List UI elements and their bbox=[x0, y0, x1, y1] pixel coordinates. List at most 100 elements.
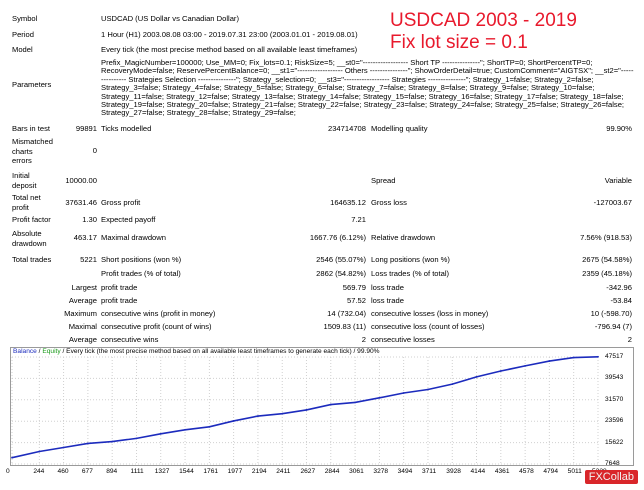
watermark-logo: FXCollab bbox=[584, 470, 638, 484]
balance-point bbox=[305, 409, 308, 411]
balance-point bbox=[38, 450, 41, 453]
balance-point bbox=[572, 356, 575, 359]
balance-point bbox=[499, 370, 502, 372]
max-consecutive-losses-label: consecutive losses (loss in money) bbox=[371, 309, 489, 318]
avg-consecutive-losses-label: consecutive losses bbox=[371, 335, 435, 344]
expected-payoff-label: Expected payoff bbox=[101, 215, 156, 224]
largest-loss-trade-value: -342.96 bbox=[606, 283, 632, 292]
absolute-drawdown-label: Absolute drawdown bbox=[12, 229, 47, 248]
net-profit-label: Total net profit bbox=[12, 193, 41, 212]
quality-label: Modelling quality bbox=[371, 124, 428, 133]
spread-label: Spread bbox=[371, 176, 396, 185]
largest-label: Largest bbox=[71, 283, 97, 292]
short-positions-label: Short positions (won %) bbox=[101, 255, 182, 264]
bars-label: Bars in test bbox=[12, 124, 50, 133]
balance-point bbox=[184, 428, 186, 431]
balance-point bbox=[475, 376, 478, 378]
gross-loss-value: -127003.67 bbox=[593, 198, 632, 207]
largest-profit-trade-label: profit trade bbox=[101, 283, 138, 292]
chart-header: Balance / Equity / Every tick (the most … bbox=[13, 348, 380, 356]
x-tick-label: 2411 bbox=[276, 468, 291, 475]
period-label: Period bbox=[12, 30, 34, 39]
long-positions-value: 2675 (54.58%) bbox=[582, 255, 632, 264]
maximal-label: Maximal bbox=[68, 322, 97, 331]
total-trades-label: Total trades bbox=[12, 255, 52, 264]
x-tick-label: 460 bbox=[57, 468, 69, 475]
average-loss-trade-value: -53.84 bbox=[610, 296, 632, 305]
balance-point bbox=[548, 360, 551, 362]
balance-point bbox=[597, 355, 599, 358]
largest-profit-trade-value: 569.79 bbox=[342, 283, 366, 292]
x-tick-label: 3278 bbox=[373, 468, 389, 475]
long-positions-label: Long positions (won %) bbox=[371, 255, 450, 264]
symbol-value: USDCAD (US Dollar vs Canadian Dollar) bbox=[101, 14, 239, 23]
x-tick-label: 2844 bbox=[324, 468, 340, 475]
profit-factor-value: 1.30 bbox=[82, 215, 97, 224]
x-tick-label: 1977 bbox=[227, 468, 243, 475]
balance-point bbox=[111, 440, 114, 443]
balance-point bbox=[451, 383, 454, 386]
max-consecutive-wins-value: 14 (732.04) bbox=[327, 309, 366, 318]
gross-profit-label: Gross profit bbox=[101, 198, 141, 207]
x-tick-label: 3711 bbox=[421, 468, 437, 475]
avg-consecutive-losses-value: 2 bbox=[627, 335, 632, 344]
balance-point bbox=[427, 388, 429, 391]
maximal-drawdown-value: 1667.76 (6.12%) bbox=[309, 233, 366, 242]
maximal-consecutive-loss-label: consecutive loss (count of losses) bbox=[371, 322, 485, 331]
balance-point bbox=[281, 412, 284, 415]
balance-point bbox=[354, 401, 357, 404]
expected-payoff-value: 7.21 bbox=[351, 215, 366, 224]
y-tick-label: 15622 bbox=[605, 438, 624, 446]
profit-factor-label: Profit factor bbox=[12, 215, 51, 224]
largest-loss-trade-label: loss trade bbox=[371, 283, 404, 292]
x-tick-label: 1761 bbox=[203, 468, 219, 475]
x-tick-label: 3494 bbox=[397, 468, 413, 475]
mismatched-value: 0 bbox=[92, 146, 97, 155]
balance-point bbox=[329, 403, 332, 406]
maximal-drawdown-label: Maximal drawdown bbox=[101, 233, 166, 242]
x-tick-label: 894 bbox=[106, 468, 118, 475]
ticks-value: 234714708 bbox=[327, 124, 366, 133]
y-tick-label: 23596 bbox=[605, 417, 624, 425]
maximal-consecutive-profit-value: 1509.83 (11) bbox=[323, 322, 367, 331]
total-trades-value: 5221 bbox=[80, 255, 97, 264]
quality-value: 99.90% bbox=[606, 124, 632, 133]
y-tick-label: 47517 bbox=[605, 353, 624, 360]
ticks-label: Ticks modelled bbox=[101, 124, 152, 133]
x-tick-label: 4578 bbox=[519, 468, 534, 475]
model-value: Every tick (the most precise method base… bbox=[101, 45, 358, 54]
max-consecutive-losses-value: 10 (-598.70) bbox=[590, 309, 632, 318]
short-positions-value: 2546 (55.07%) bbox=[316, 255, 366, 264]
relative-drawdown-value: 7.56% (918.53) bbox=[580, 233, 632, 242]
y-tick-label: 39543 bbox=[605, 374, 624, 382]
balance-point bbox=[159, 432, 162, 435]
x-tick-label: 4794 bbox=[543, 468, 559, 475]
x-tick-label: 244 bbox=[33, 468, 45, 475]
x-tick-label: 1111 bbox=[130, 468, 144, 475]
x-tick-label: 677 bbox=[81, 468, 93, 475]
balance-point bbox=[135, 437, 138, 440]
avg-consecutive-wins-label: consecutive wins bbox=[101, 335, 159, 344]
initial-deposit-value: 10000.00 bbox=[65, 176, 97, 185]
avg-consecutive-wins-value: 2 bbox=[361, 335, 366, 344]
x-tick-label: 2627 bbox=[300, 468, 316, 475]
x-tick-label: 4361 bbox=[494, 468, 510, 475]
parameters-value: Prefix_MagicNumber=100000; Use_MM=0; Fix… bbox=[101, 58, 634, 118]
balance-point bbox=[232, 420, 235, 422]
model-label: Model bbox=[12, 45, 33, 54]
overlay-title-line2: Fix lot size = 0.1 bbox=[390, 32, 528, 53]
mismatched-label: Mismatched charts errors bbox=[12, 137, 53, 165]
relative-drawdown-label: Relative drawdown bbox=[371, 233, 436, 242]
average-label: Average bbox=[68, 296, 97, 305]
x-tick-label: 4144 bbox=[470, 468, 486, 475]
maximum-label: Maximum bbox=[64, 309, 97, 318]
parameters-label: Parameters bbox=[12, 80, 52, 89]
symbol-label: Symbol bbox=[12, 14, 38, 23]
chart-legend-equity: Equity bbox=[42, 348, 61, 355]
net-profit-value: 37631.46 bbox=[65, 198, 97, 207]
y-tick-label: 31570 bbox=[605, 395, 624, 403]
balance-point bbox=[208, 425, 211, 428]
x-tick-label: 3928 bbox=[446, 468, 461, 475]
overlay-title-line1: USDCAD 2003 - 2019 bbox=[390, 10, 577, 31]
